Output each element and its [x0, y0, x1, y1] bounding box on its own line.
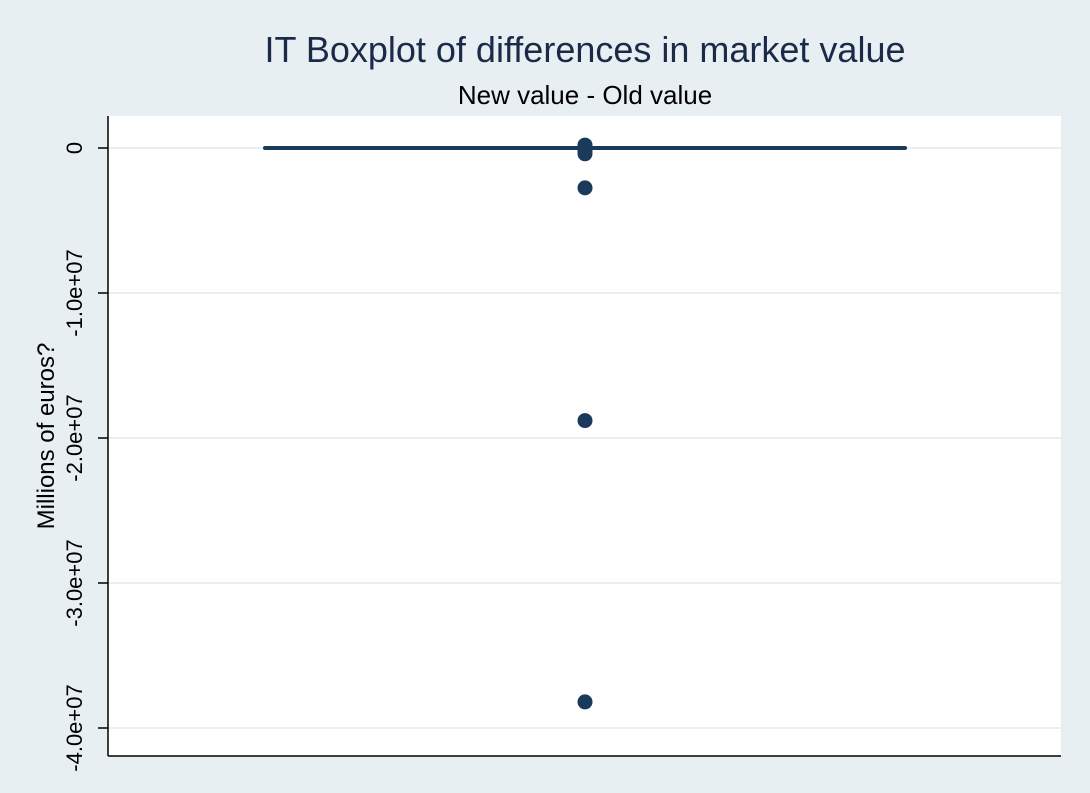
- y-tick-label: -2.0e+07: [62, 394, 87, 481]
- outlier-point: [577, 694, 593, 710]
- y-axis-label: Millions of euros?: [33, 343, 60, 530]
- chart-title: IT Boxplot of differences in market valu…: [264, 29, 905, 70]
- plot-area: [108, 116, 1061, 756]
- chart-subtitle: New value - Old value: [458, 80, 712, 110]
- outlier-point: [577, 180, 593, 196]
- y-tick-label: -4.0e+07: [62, 684, 87, 771]
- outlier-point: [577, 413, 593, 429]
- y-tick-label: -1.0e+07: [62, 249, 87, 336]
- outlier-points: [577, 137, 593, 710]
- y-axis: 0 -1.0e+07 -2.0e+07 -3.0e+07 -4.0e+07: [62, 142, 108, 772]
- outlier-point: [577, 146, 593, 162]
- y-tick-label: 0: [62, 142, 87, 154]
- y-tick-label: -3.0e+07: [62, 539, 87, 626]
